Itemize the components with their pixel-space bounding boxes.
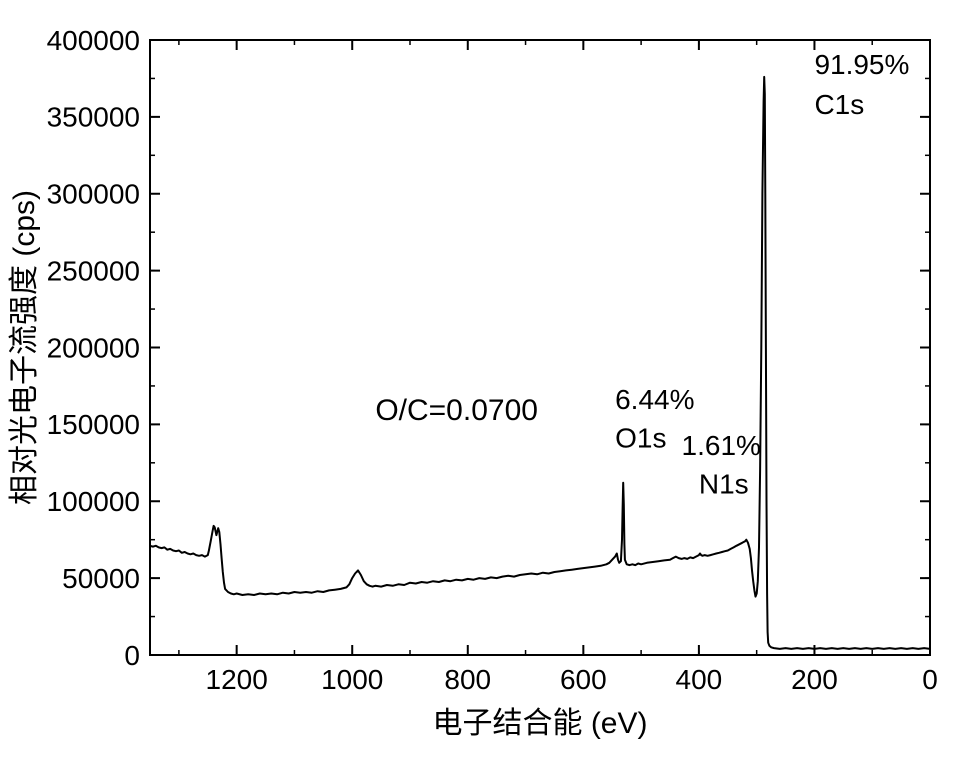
y-axis-label: 相对光电子流强度 (cps) <box>8 190 41 505</box>
y-tick-label: 250000 <box>47 255 140 286</box>
annotation-c1s-lbl: C1s <box>814 89 864 120</box>
chart-svg: 1200 1000 800 600 400 200 0 电子结合能 (eV) 0 50000 100… <box>0 0 957 759</box>
annotation-c1s-pct: 91.95% <box>814 49 909 80</box>
y-tick-label: 300000 <box>47 179 140 210</box>
x-axis-label: 电子结合能 (eV) <box>432 707 647 740</box>
y-tick-label: 100000 <box>47 486 140 517</box>
annotation-oc-ratio: O/C=0.0700 <box>375 394 538 427</box>
x-tick-label: 200 <box>791 664 838 695</box>
x-tick-label: 800 <box>444 664 491 695</box>
x-tick-label: 1200 <box>206 664 268 695</box>
x-tick-label: 0 <box>922 664 938 695</box>
annotation-o1s-pct: 6.44% <box>615 384 694 415</box>
x-tick-label: 400 <box>676 664 723 695</box>
y-tick-label: 200000 <box>47 332 140 363</box>
annotation-n1s-lbl: N1s <box>699 469 749 500</box>
y-tick-label: 150000 <box>47 409 140 440</box>
annotation-o1s-lbl: O1s <box>615 422 666 453</box>
x-tick-label: 600 <box>560 664 607 695</box>
y-tick-label: 350000 <box>47 102 140 133</box>
y-tick-label: 0 <box>124 640 140 671</box>
xps-spectrum-chart: 1200 1000 800 600 400 200 0 电子结合能 (eV) 0 50000 100… <box>0 0 957 759</box>
annotation-n1s-pct: 1.61% <box>682 430 761 461</box>
x-tick-label: 1000 <box>321 664 383 695</box>
y-tick-label: 50000 <box>62 563 140 594</box>
y-tick-label: 400000 <box>47 25 140 56</box>
